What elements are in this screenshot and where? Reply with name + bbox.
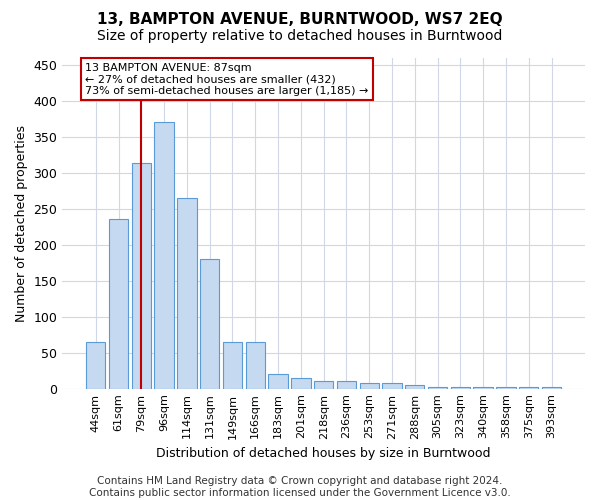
Bar <box>200 259 220 388</box>
Bar <box>314 382 334 388</box>
X-axis label: Distribution of detached houses by size in Burntwood: Distribution of detached houses by size … <box>157 447 491 460</box>
Bar <box>337 382 356 388</box>
Text: 13 BAMPTON AVENUE: 87sqm
← 27% of detached houses are smaller (432)
73% of semi-: 13 BAMPTON AVENUE: 87sqm ← 27% of detach… <box>85 62 369 96</box>
Bar <box>473 386 493 388</box>
Bar <box>451 386 470 388</box>
Bar <box>359 383 379 388</box>
Text: Contains HM Land Registry data © Crown copyright and database right 2024.
Contai: Contains HM Land Registry data © Crown c… <box>89 476 511 498</box>
Bar <box>131 164 151 388</box>
Text: Size of property relative to detached houses in Burntwood: Size of property relative to detached ho… <box>97 29 503 43</box>
Bar <box>542 387 561 388</box>
Bar <box>291 378 311 388</box>
Bar <box>496 387 515 388</box>
Bar <box>519 387 538 388</box>
Bar <box>109 220 128 388</box>
Bar <box>177 198 197 388</box>
Bar <box>268 374 288 388</box>
Bar <box>86 342 106 388</box>
Bar <box>154 122 174 388</box>
Bar <box>382 383 402 388</box>
Bar <box>245 342 265 388</box>
Bar <box>223 342 242 388</box>
Y-axis label: Number of detached properties: Number of detached properties <box>15 124 28 322</box>
Text: 13, BAMPTON AVENUE, BURNTWOOD, WS7 2EQ: 13, BAMPTON AVENUE, BURNTWOOD, WS7 2EQ <box>97 12 503 28</box>
Bar <box>428 386 447 388</box>
Bar <box>405 385 424 388</box>
